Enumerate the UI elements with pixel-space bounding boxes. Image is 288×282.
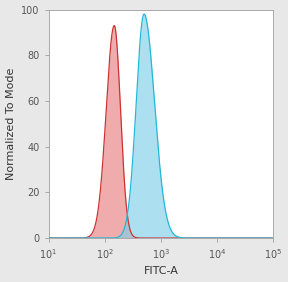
X-axis label: FITC-A: FITC-A xyxy=(143,266,178,276)
Y-axis label: Normalized To Mode: Normalized To Mode xyxy=(5,68,16,180)
